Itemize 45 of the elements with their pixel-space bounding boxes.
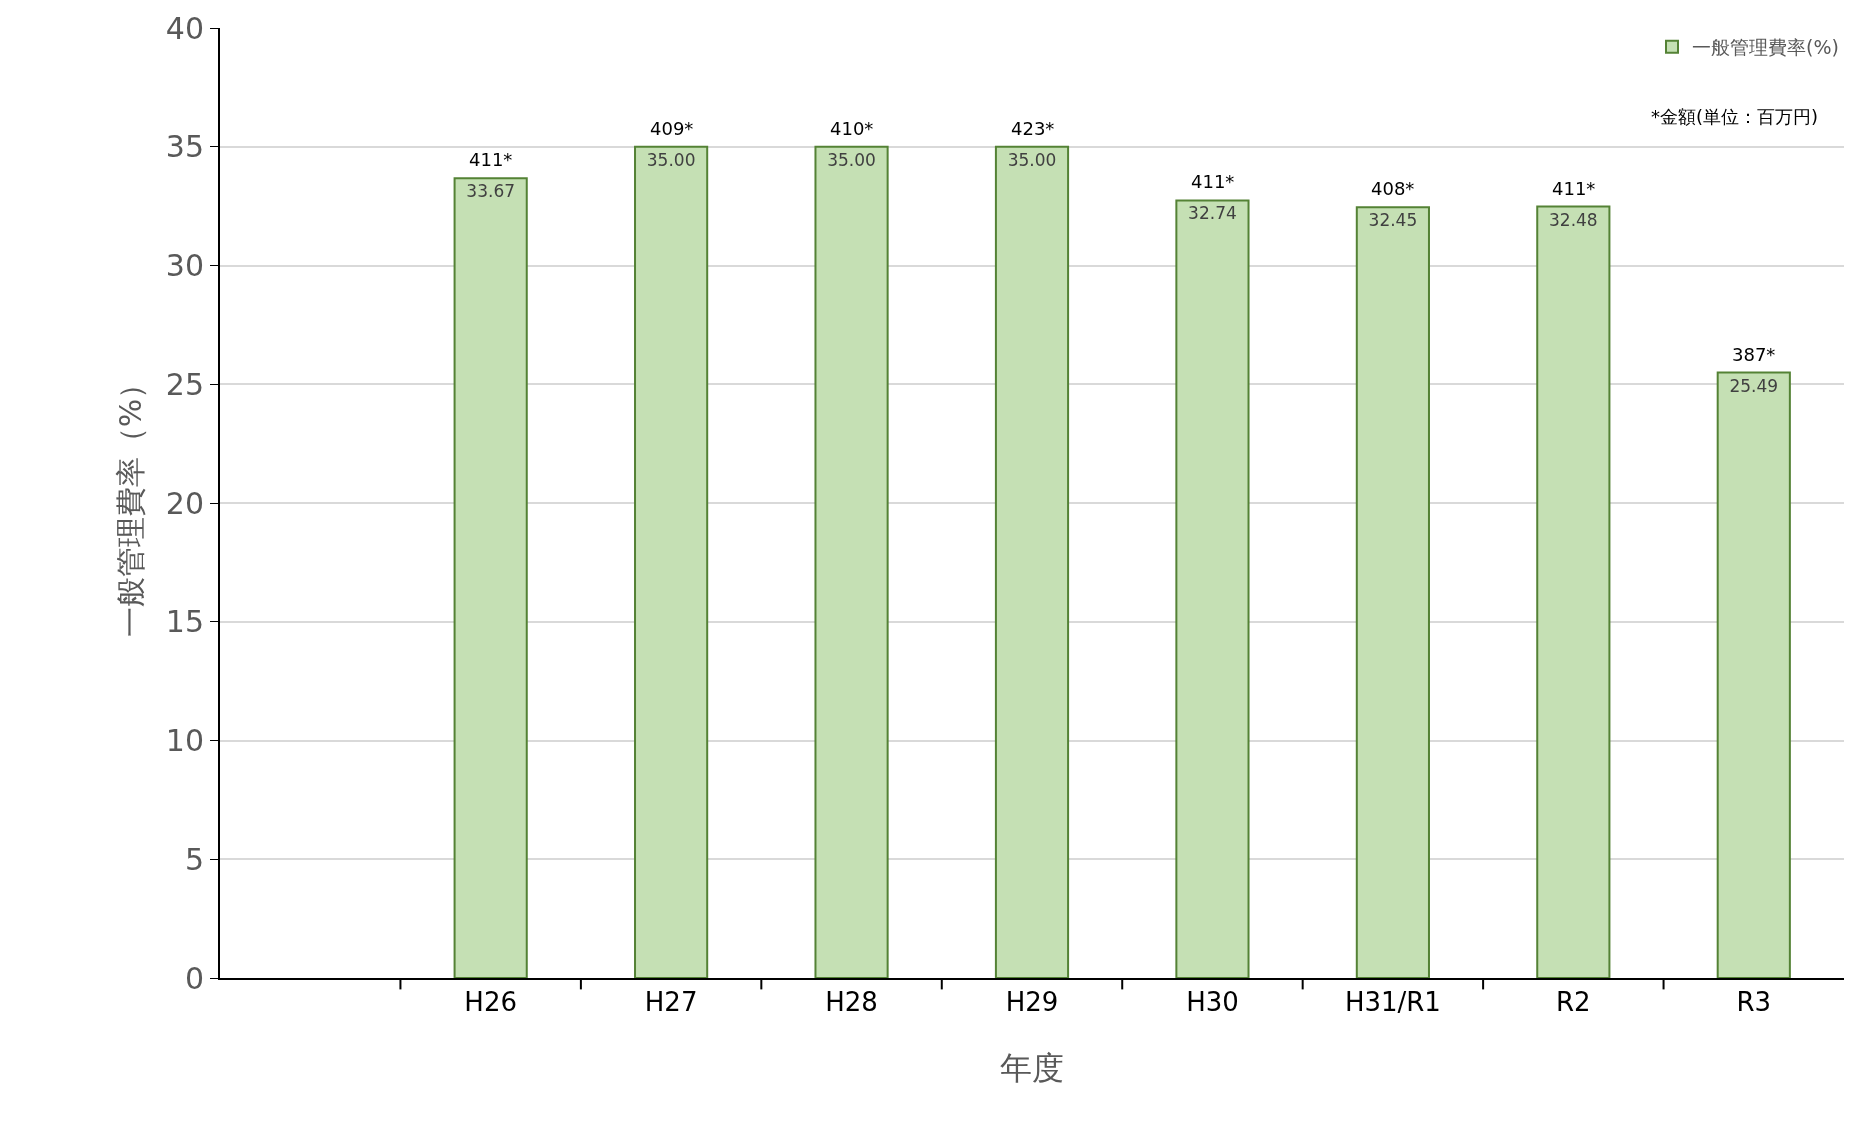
- x-tick-label: H31/R1: [1344, 987, 1441, 1018]
- y-tick-label: 40: [165, 10, 204, 46]
- annotation: 408*: [1371, 178, 1415, 199]
- bar: [994, 145, 1070, 978]
- bar: [1175, 199, 1250, 978]
- data-label: 33.67: [466, 181, 516, 202]
- y-tick-label: 15: [165, 604, 204, 640]
- bar: [1355, 206, 1430, 978]
- annotation: 410*: [830, 118, 874, 139]
- x-tick-label: H29: [1005, 987, 1059, 1018]
- y-tick-label: 20: [165, 485, 204, 521]
- y-tick-label: 10: [165, 723, 204, 758]
- annotation: 409*: [650, 118, 694, 139]
- bar: [814, 145, 889, 978]
- annotation: 411*: [469, 149, 513, 170]
- legend-label: 一般管理費率(%): [1692, 36, 1839, 59]
- x-tick-label: H30: [1186, 987, 1239, 1018]
- x-tick-label: H26: [464, 987, 517, 1018]
- data-label: 35.00: [646, 149, 696, 170]
- data-label: 32.74: [1188, 203, 1237, 224]
- y-tick-label: 25: [165, 366, 204, 402]
- annotation: 411*: [1191, 171, 1235, 192]
- y-axis-title: 一般管理費率（%）: [113, 368, 149, 638]
- x-tick-label: H28: [825, 987, 878, 1018]
- data-label: 25.49: [1729, 375, 1779, 396]
- annotation: *金額(単位：百万円): [1651, 106, 1819, 127]
- annotation: 387*: [1732, 344, 1776, 365]
- y-tick-label: 35: [165, 129, 204, 165]
- x-tick-label: R3: [1736, 987, 1772, 1018]
- bar: [634, 145, 709, 978]
- data-label: 32.45: [1368, 210, 1418, 231]
- annotation: 423*: [1011, 118, 1055, 139]
- annotation: 411*: [1552, 178, 1596, 199]
- y-tick-label: 0: [184, 960, 204, 996]
- bar: [1536, 205, 1611, 978]
- y-tick-label: 5: [184, 841, 204, 877]
- y-tick-label: 30: [165, 248, 204, 283]
- data-label: 35.00: [827, 149, 876, 170]
- data-label: 35.00: [1007, 149, 1057, 170]
- data-label: 32.48: [1548, 209, 1598, 230]
- x-axis-title: 年度: [1000, 1048, 1064, 1087]
- bar: [453, 177, 528, 978]
- x-tick-label: R2: [1556, 987, 1591, 1018]
- x-tick-label: H27: [644, 987, 698, 1018]
- bar: [1716, 371, 1791, 978]
